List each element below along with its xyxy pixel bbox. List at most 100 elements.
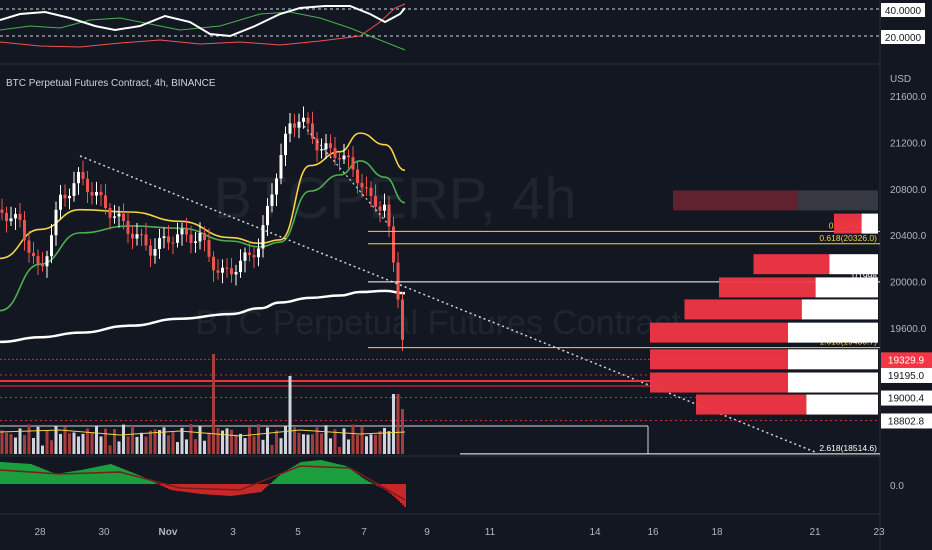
volume-bar [225, 428, 229, 454]
macd-bar [276, 477, 278, 484]
candle-body [320, 149, 323, 151]
volume-bar [234, 434, 238, 454]
ema-fast-line [0, 132, 406, 260]
macd-bar [82, 469, 84, 484]
volume-bar [108, 445, 112, 454]
time-axis[interactable]: 28 30 Nov 3 5 7 9 11 14 16 18 21 23 [34, 527, 885, 538]
macd-bar [310, 461, 312, 484]
macd-bar [366, 480, 368, 484]
candle-body [342, 155, 346, 160]
volume-profile-bar-buy [788, 372, 878, 393]
candle-body [230, 268, 233, 275]
volume-bar [140, 432, 143, 454]
macd-bar [360, 476, 362, 484]
price-axis[interactable]: 21600.0 21200.0 20800.0 20400.0 20000.0 19600… [890, 92, 927, 335]
volume-bar [198, 426, 202, 454]
candle-body [122, 213, 125, 221]
volume-bar [95, 425, 98, 454]
volume-bar [113, 429, 116, 454]
candle-body [180, 228, 184, 235]
volume-profile-bar [650, 349, 788, 370]
volume-bar [243, 438, 247, 454]
candle-body [189, 234, 193, 243]
volume-bar [365, 436, 368, 454]
moving-averages [0, 132, 406, 344]
volume-bar [149, 430, 152, 454]
volume-bar [266, 427, 269, 454]
oscillator-panel[interactable] [0, 3, 880, 51]
candle-body [356, 169, 359, 184]
macd-bar [138, 475, 140, 484]
macd-bar [60, 473, 62, 484]
volume-bar [378, 431, 382, 454]
macd-bar [328, 461, 330, 484]
volume-profile-bar-buy [806, 394, 878, 415]
macd-bar [118, 467, 120, 484]
candle-body [198, 232, 202, 242]
macd-bar [264, 484, 266, 489]
candle-body [311, 123, 314, 139]
candle-body [288, 123, 292, 134]
candle-body [81, 171, 85, 179]
candle-body [131, 233, 134, 239]
candle-body [194, 241, 197, 243]
macd-bar [356, 473, 358, 484]
macd-bar [140, 476, 142, 484]
macd-bar [68, 471, 70, 484]
macd-bar [334, 463, 336, 484]
macd-bar [80, 470, 82, 484]
macd-bar [314, 460, 316, 484]
macd-bar [384, 484, 386, 490]
time-tick-label: 18 [711, 527, 723, 538]
macd-bar [132, 472, 134, 484]
volume-bar [158, 429, 161, 454]
candle-body [63, 194, 67, 199]
candle-body [387, 204, 391, 227]
time-tick-label: 28 [34, 527, 46, 538]
candle-body [9, 218, 13, 222]
macd-bar [164, 484, 166, 488]
volume-bar [396, 394, 400, 454]
horizontal-levels[interactable] [0, 358, 880, 454]
macd-bar [150, 480, 152, 484]
volume-bar [63, 426, 67, 454]
volume-bar [311, 434, 314, 454]
macd-bar [20, 463, 22, 484]
macd-bar [332, 462, 334, 484]
price-badge [881, 390, 932, 406]
currency-label: USD [890, 74, 911, 85]
volume-bar [41, 445, 44, 454]
osc-upper-badge [881, 3, 925, 17]
macd-bar [154, 482, 156, 484]
volume-bar [351, 424, 355, 454]
macd-bar [248, 484, 250, 494]
volume-bar [122, 424, 125, 454]
volume-bar [239, 433, 242, 454]
time-tick-label: 5 [295, 527, 301, 538]
macd-bar [336, 463, 338, 484]
candle-body [149, 245, 152, 256]
macd-bar [392, 484, 394, 496]
volume-bar [180, 427, 184, 454]
price-panel[interactable] [0, 106, 406, 351]
volume-bar [23, 435, 26, 454]
volume-bar [59, 433, 62, 454]
candle-body [275, 178, 278, 195]
price-tick-label: 21600.0 [890, 92, 927, 103]
volume-bar [342, 428, 346, 454]
macd-bar [348, 468, 350, 484]
macd-bar [94, 467, 96, 484]
candle-body [315, 138, 319, 151]
macd-bar [172, 484, 174, 491]
macd-bar [372, 483, 374, 484]
volume-bar [68, 433, 71, 454]
candle-body [108, 208, 112, 218]
volume-bar [176, 442, 179, 454]
volume-bar [333, 429, 337, 454]
short-trendline[interactable] [303, 125, 389, 225]
macd-bar [278, 475, 280, 484]
macd-bar [48, 471, 50, 484]
macd-bar [390, 484, 392, 494]
descending-trendline[interactable] [79, 155, 816, 453]
